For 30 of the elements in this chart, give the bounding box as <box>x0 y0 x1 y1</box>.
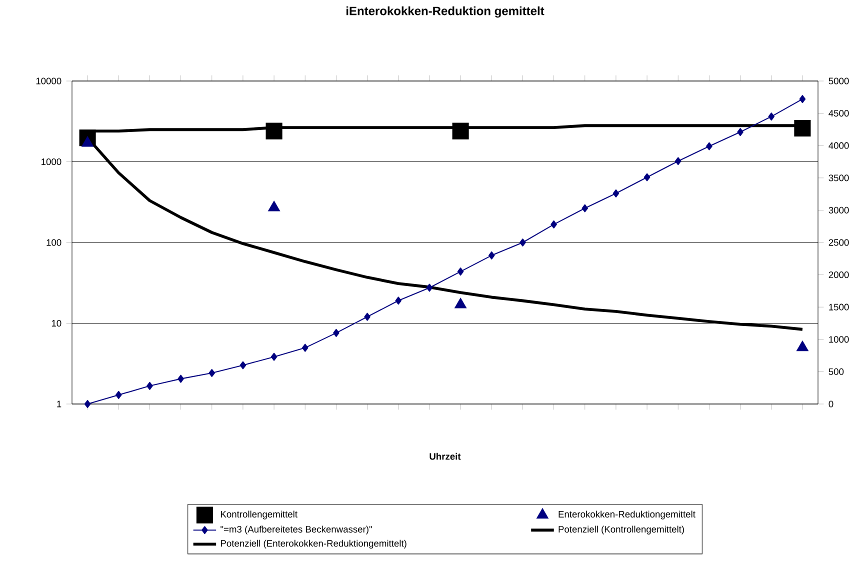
y2-tick-label: 2500 <box>828 239 849 246</box>
y2-tick-label: 4000 <box>828 142 849 149</box>
y-tick-label: 1 <box>57 400 62 408</box>
chart-title: iEnterokokken-Reduktion gemittelt <box>346 6 544 18</box>
legend-label: Enterokokken-Reduktiongemittelt <box>558 510 696 520</box>
y2-tick-label: 1500 <box>829 304 849 310</box>
point <box>266 122 282 140</box>
point <box>796 340 809 352</box>
point <box>794 120 811 137</box>
y2-tick-label: 0 <box>828 400 834 408</box>
y2-tick-label: 3500 <box>828 174 849 182</box>
y-tick-label: 10 <box>52 320 62 327</box>
legend-label: Kontrollengemittelt <box>220 510 298 520</box>
point <box>454 298 467 308</box>
legend-label: Potenziell (Kontrollengemittelt) <box>558 526 684 534</box>
y2-tick-label: 4500 <box>828 110 849 117</box>
point <box>82 136 94 147</box>
y2-tick-label: 3000 <box>828 206 849 214</box>
legend-label: "=m3 (Aufbereitetes Beckenwasser)" <box>220 526 372 534</box>
y2-tick-label: 500 <box>828 368 844 375</box>
y-tick-label: 10000 <box>36 78 62 84</box>
y2-tick-label: 1000 <box>829 336 849 343</box>
x-axis-title: Uhrzeit <box>430 452 461 460</box>
legend-label: Potenziell (Enterokokken-Reduktiongemittelt) <box>220 540 406 549</box>
y2-tick-label: 5000 <box>828 78 849 84</box>
point <box>452 122 469 140</box>
point <box>268 200 280 212</box>
y-tick-label: 1000 <box>42 158 62 166</box>
y2-tick-label: 2000 <box>828 272 849 278</box>
y-tick-label: 100 <box>46 239 62 246</box>
